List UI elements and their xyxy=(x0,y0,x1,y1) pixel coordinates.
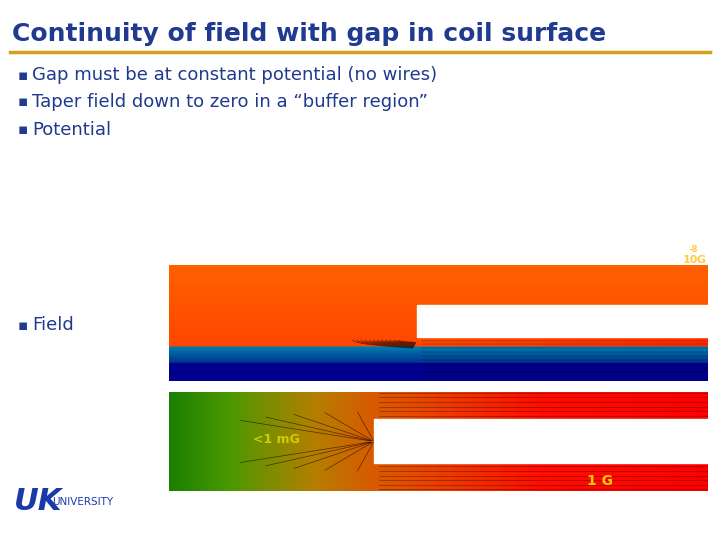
Text: 1 G: 1 G xyxy=(587,475,613,488)
Text: ▪: ▪ xyxy=(18,123,28,138)
Text: G: G xyxy=(693,255,706,265)
Text: Continuity of field with gap in coil surface: Continuity of field with gap in coil sur… xyxy=(12,22,606,46)
Text: UK: UK xyxy=(14,488,63,516)
Text: UNIVERSITY: UNIVERSITY xyxy=(52,497,113,507)
Bar xyxy=(374,420,708,463)
Text: Field: Field xyxy=(32,316,73,334)
Text: ▪: ▪ xyxy=(18,94,28,110)
Text: ▪: ▪ xyxy=(18,68,28,83)
Text: -8: -8 xyxy=(688,245,698,254)
Text: Taper field down to zero in a “buffer region”: Taper field down to zero in a “buffer re… xyxy=(32,93,428,111)
Text: Gap must be at constant potential (no wires): Gap must be at constant potential (no wi… xyxy=(32,66,437,84)
Text: Potential: Potential xyxy=(32,121,111,139)
Text: ▪: ▪ xyxy=(18,318,28,333)
Text: 10: 10 xyxy=(683,255,698,265)
Bar xyxy=(417,305,708,336)
Text: <1 mG: <1 mG xyxy=(253,433,300,446)
